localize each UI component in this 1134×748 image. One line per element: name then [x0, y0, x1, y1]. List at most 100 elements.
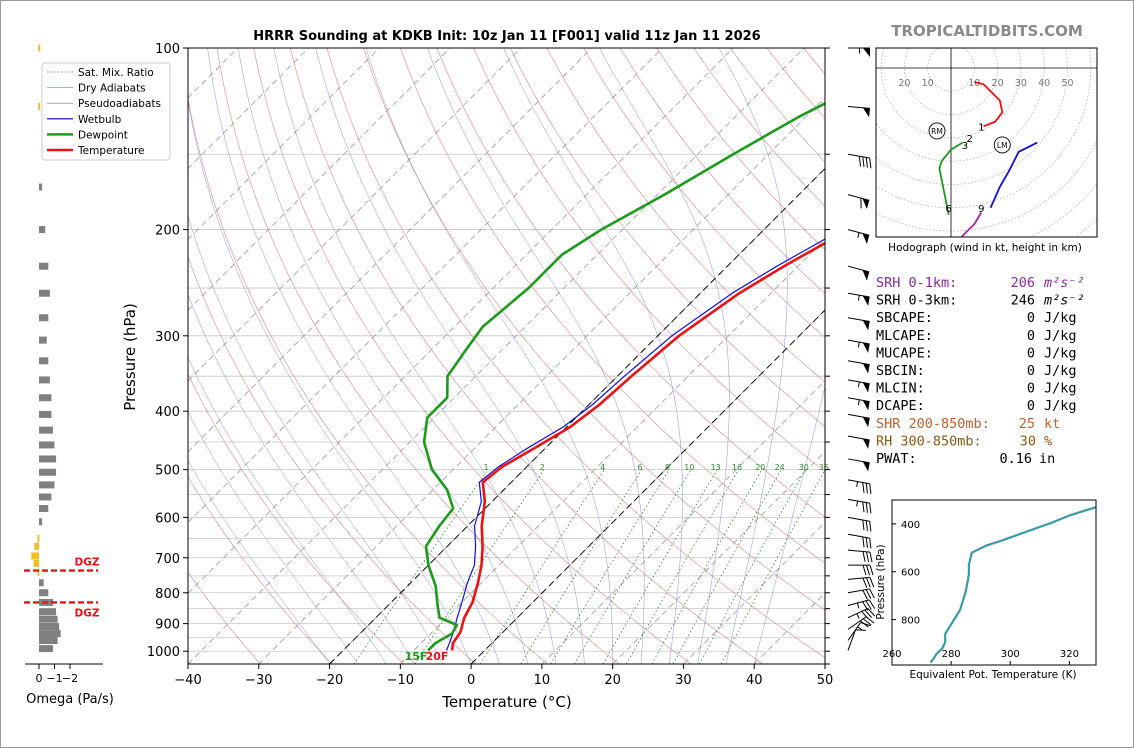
- param-label: MLCAPE:: [876, 328, 933, 344]
- omega-bar: [39, 493, 52, 501]
- barb-flag: [863, 48, 870, 57]
- hodograph-caption: Hodograph (wind in kt, height in km): [888, 242, 1082, 254]
- omega-tick-label: −2: [62, 672, 78, 685]
- barb-half: [856, 613, 860, 619]
- barb-full: [862, 551, 866, 562]
- wind-barb: [847, 576, 875, 588]
- y-tick-label: 1000: [147, 645, 180, 660]
- wind-barb: [847, 292, 870, 306]
- wind-barb: [847, 397, 870, 411]
- legend-label: Wetbulb: [78, 114, 122, 126]
- barb-full: [865, 483, 868, 494]
- freezing-isotherm: [470, 309, 825, 664]
- hodograph-segment: [974, 81, 1004, 128]
- wind-barb: [847, 105, 870, 118]
- x-tick-label: 10: [534, 673, 551, 688]
- hodograph-ring-label: 30: [1015, 78, 1027, 89]
- barb-half: [857, 399, 860, 406]
- dry-adiabat: [290, 48, 763, 664]
- chart-title: HRRR Sounding at KDKB Init: 10z Jan 11 […: [253, 29, 760, 44]
- freezing-isotherm: [329, 167, 825, 664]
- storm-motion-label: RM: [931, 127, 943, 136]
- barb-full: [865, 551, 870, 563]
- param-label: MLCIN:: [876, 381, 925, 397]
- param-row: DCAPE: 0 J/kg: [876, 398, 1077, 414]
- dry-adiabat: [188, 373, 405, 664]
- barb-full: [862, 565, 867, 576]
- x-tick-label: −40: [174, 673, 201, 688]
- param-value: 30: [1020, 433, 1036, 449]
- dgz-label: DGZ: [75, 557, 100, 569]
- barb-full: [869, 521, 872, 532]
- param-label: MUCAPE:: [876, 345, 933, 361]
- barb-staff: [847, 516, 870, 522]
- pseudoadiabat: [599, 48, 730, 664]
- mixing-ratio-line: [520, 469, 643, 664]
- barb-flag: [862, 400, 870, 411]
- omega-bar: [39, 426, 53, 434]
- barb-full: [865, 616, 875, 624]
- barb-half: [856, 500, 859, 507]
- legend-label: Temperature: [77, 145, 145, 157]
- y-tick-label: 300: [155, 330, 180, 345]
- storm-motion-marker: [993, 136, 1011, 154]
- hodograph-segment: [960, 212, 983, 237]
- hodograph-height-label: 6: [945, 204, 951, 215]
- omega-bar: [39, 376, 50, 384]
- omega-bar: [39, 630, 61, 638]
- barb-staff: [847, 599, 870, 607]
- dry-adiabat: [188, 255, 476, 664]
- dry-adiabat: [216, 48, 620, 664]
- param-value: 0: [1027, 310, 1035, 326]
- isotherm: [188, 48, 380, 240]
- param-unit: J/kg: [1044, 363, 1077, 379]
- theta-e-line: [929, 506, 1096, 664]
- omega-bar: [39, 441, 55, 449]
- pseudoadiabat: [188, 411, 359, 664]
- barb-staff: [847, 229, 870, 236]
- param-value: 0: [1027, 363, 1035, 379]
- x-tick-label: 20: [604, 673, 621, 688]
- barb-staff: [847, 588, 870, 594]
- mixing-ratio-label: 1: [483, 463, 488, 472]
- series-wetbulb-line: [445, 238, 825, 651]
- barb-full: [860, 622, 871, 627]
- omega-bar: [39, 518, 43, 526]
- mixing-ratio-label: 24: [775, 463, 785, 472]
- barb-staff: [847, 549, 870, 553]
- barb-staff: [847, 576, 870, 580]
- legend-box: [41, 62, 171, 161]
- barb-staff: [847, 616, 867, 630]
- hodograph-height-label: 3: [962, 141, 968, 152]
- wind-barb: [847, 458, 870, 472]
- dgz-label: DGZ: [75, 607, 100, 619]
- barb-full: [865, 577, 871, 588]
- barb-staff: [847, 533, 870, 539]
- param-row: RH 300-850mb: 30%: [876, 433, 1052, 449]
- hodograph-height-label: 2: [966, 134, 972, 145]
- param-value: 0: [1027, 398, 1035, 414]
- mixing-ratio-line: [626, 469, 739, 664]
- barb-full: [867, 608, 876, 617]
- barb-staff: [847, 498, 870, 504]
- barb-full: [869, 483, 872, 495]
- barb-staff: [847, 360, 870, 366]
- param-label: SHR 200-850mb:: [876, 416, 990, 432]
- storm-motion-label: LM: [997, 141, 1008, 150]
- theta-x-tick-label: 320: [1060, 649, 1079, 660]
- barb-half: [857, 232, 860, 238]
- storm-motion-marker: [928, 122, 946, 140]
- param-unit: J/kg: [1044, 345, 1077, 361]
- param-unit: J/kg: [1044, 398, 1077, 414]
- barb-full: [865, 157, 868, 168]
- omega-bar: [39, 314, 49, 322]
- skewt-legend: Sat. Mix. Ratio Dry Adiabats Pseudoadiabat…: [41, 62, 171, 161]
- barb-full: [862, 501, 865, 513]
- theta-y-tick-label: 800: [901, 616, 920, 627]
- wind-barb: [848, 564, 874, 576]
- theta-e-frame: [891, 499, 1097, 666]
- dry-adiabat: [188, 476, 333, 664]
- legend-label: Dry Adiabats: [78, 83, 146, 95]
- barb-full: [869, 551, 873, 563]
